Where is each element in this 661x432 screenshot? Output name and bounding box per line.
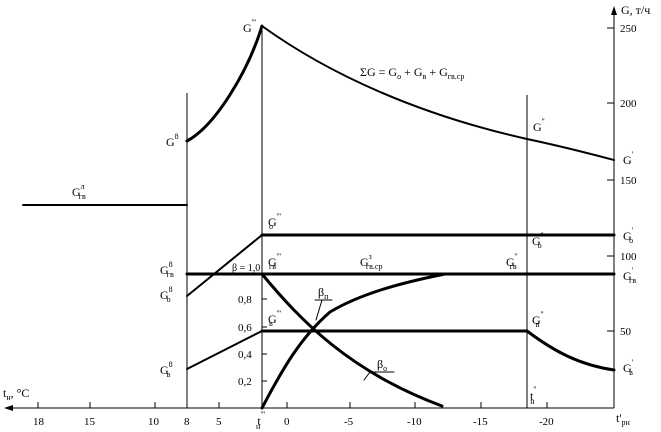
gv-third-label: G''' в [268, 309, 282, 328]
x-tick-10: 10 [148, 416, 160, 428]
y-axis-title: G, т/ч [621, 3, 650, 17]
go-third-label: G''' о [268, 212, 282, 231]
x-tick-8: 8 [184, 416, 190, 428]
go-second-label: G'' о [532, 231, 544, 250]
curves [22, 24, 616, 410]
ggv-second-label: G'' гв [506, 252, 518, 271]
x-tick-m10: -10 [407, 416, 422, 428]
y-tick-100: 100 [620, 251, 637, 263]
beta-p-leader-diag [315, 299, 323, 321]
gv-first-label: G' в [623, 358, 634, 377]
x-axis-end-label: t'рн [616, 411, 631, 427]
t-n-second-label: t'' н [530, 385, 537, 406]
y-tick-250: 250 [620, 23, 637, 35]
ggv-8-label: G8 гв [160, 260, 174, 279]
y-tick-50: 50 [620, 326, 632, 338]
g-sum-third-label: G''' [243, 18, 257, 35]
beta-top-label: β = 1,0 [232, 263, 260, 274]
gv-8-label: G8 в [160, 360, 173, 379]
beta-o-label: βо [377, 357, 387, 373]
gv-second-label: G'' в [532, 310, 544, 329]
g-sum-first-label: G' [623, 150, 634, 167]
beta-p-label: βп [318, 285, 329, 301]
beta-axis-ticks [262, 298, 267, 382]
heating-flow-rise [186, 234, 263, 297]
total-flow-curve-fall [261, 25, 615, 161]
y-axis [607, 6, 617, 408]
g-sum-second-label: G'' [533, 117, 545, 134]
vertical-lines [186, 26, 528, 408]
beta-tick-08: 0,8 [238, 294, 252, 306]
x-tick-5: 5 [216, 416, 222, 428]
beta-o-curve [260, 272, 444, 408]
beta-tick-02: 0,2 [238, 376, 252, 388]
total-flow-curve-rise [185, 24, 264, 143]
ggv-third-label: G''' гв [268, 252, 282, 271]
y-tick-150: 150 [620, 175, 637, 187]
beta-o-leader-diag [363, 371, 371, 381]
ggv-summer-label: Gл гв [72, 182, 86, 201]
ggv-first-label: G' гв [623, 266, 636, 285]
beta-p-curve [260, 272, 447, 410]
x-axis-title: tн, °C [3, 386, 29, 402]
x-tick-18: 18 [33, 416, 45, 428]
ventilation-flow-rise [186, 330, 263, 370]
x-tick-m5: -5 [344, 416, 354, 428]
x-tick-m15: -15 [473, 416, 488, 428]
t-n-third-label: t''' н [256, 410, 266, 431]
x-tick-15: 15 [84, 416, 96, 428]
go-first-label: G' о [623, 226, 634, 245]
beta-tick-06: 0,6 [238, 322, 252, 334]
y-tick-200: 200 [620, 98, 637, 110]
ventilation-flow-fall [525, 329, 616, 372]
ggv-sr-label: Gз гв.ср [360, 252, 382, 271]
x-axis [4, 402, 614, 411]
total-flow-formula: ΣG = Gо + Gв + Gгв.ср [360, 65, 464, 81]
g-sum-8-label: G8 [166, 132, 179, 149]
go-8-label: G8 о [160, 285, 173, 304]
beta-tick-04: 0,4 [238, 349, 252, 361]
x-tick-0: 0 [284, 416, 290, 428]
x-tick-m20: -20 [539, 416, 554, 428]
